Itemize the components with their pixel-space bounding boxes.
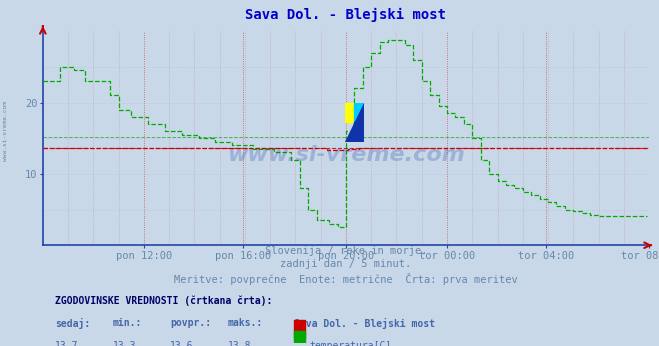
Text: povpr.:: povpr.: (170, 318, 212, 328)
Text: Slovenija / reke in morje.
zadnji dan / 5 minut.
Meritve: povprečne  Enote: metr: Slovenija / reke in morje. zadnji dan / … (174, 246, 518, 285)
Text: 13,7: 13,7 (55, 340, 78, 346)
Bar (295, 320, 305, 338)
Text: temperatura[C]: temperatura[C] (310, 340, 392, 346)
Text: sedaj:: sedaj: (55, 318, 90, 329)
Text: 13,8: 13,8 (228, 340, 251, 346)
Text: www.si-vreme.com: www.si-vreme.com (227, 145, 465, 165)
Text: Sava Dol. - Blejski most: Sava Dol. - Blejski most (245, 8, 447, 22)
Bar (295, 331, 305, 346)
Text: ZGODOVINSKE VREDNOSTI (črtkana črta):: ZGODOVINSKE VREDNOSTI (črtkana črta): (55, 296, 272, 306)
Text: maks.:: maks.: (228, 318, 263, 328)
Text: www.si-vreme.com: www.si-vreme.com (3, 101, 8, 162)
Text: Sava Dol. - Blejski most: Sava Dol. - Blejski most (295, 318, 436, 329)
Text: min.:: min.: (113, 318, 142, 328)
Text: 13,6: 13,6 (170, 340, 194, 346)
Text: 13,3: 13,3 (113, 340, 136, 346)
